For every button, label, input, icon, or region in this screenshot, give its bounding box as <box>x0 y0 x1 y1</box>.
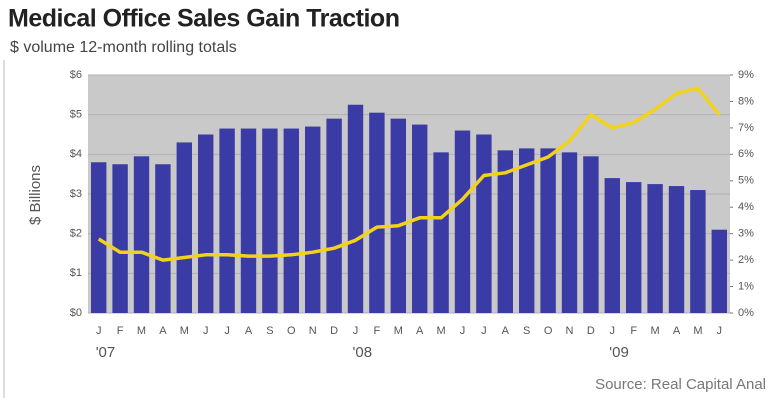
x-tick-label: M <box>137 325 146 337</box>
x-tick-label: J <box>460 325 466 337</box>
bar <box>326 118 342 313</box>
bar <box>668 186 685 313</box>
bar <box>625 182 642 313</box>
x-tick-label: A <box>245 325 253 337</box>
bar <box>197 134 214 313</box>
y-tick-label: $5 <box>70 109 82 121</box>
bar <box>347 104 364 313</box>
bar <box>155 164 171 313</box>
y-tick-label: $2 <box>70 228 82 240</box>
bar <box>518 148 535 313</box>
x-tick-label: J <box>224 325 230 337</box>
bar <box>90 162 107 313</box>
bar <box>561 152 578 313</box>
y2-tick-label: 7% <box>738 122 754 134</box>
x-tick-label: J <box>353 325 359 337</box>
chart-title: Medical Office Sales Gain Traction <box>8 5 399 33</box>
year-label: '08 <box>353 344 373 361</box>
line-series <box>97 86 721 262</box>
bar <box>304 126 321 313</box>
bar <box>583 156 599 313</box>
x-tick-label: S <box>523 325 530 337</box>
y2-tick-label: 0% <box>738 307 754 319</box>
year-label: '09 <box>609 344 629 361</box>
y2-tick-label: 1% <box>738 280 754 292</box>
x-tick-label: J <box>203 325 209 337</box>
x-tick-label: J <box>481 325 487 337</box>
y-tick-label: $0 <box>70 307 82 319</box>
x-tick-label: A <box>502 325 510 337</box>
x-tick-label: J <box>610 325 616 337</box>
bar <box>540 148 556 313</box>
y2-tick-label: 3% <box>738 228 754 240</box>
y-tick-label: $4 <box>70 148 82 160</box>
bar <box>369 112 385 313</box>
chart-subtitle: $ volume 12-month rolling totals <box>10 39 237 56</box>
x-tick-label: O <box>544 325 553 337</box>
x-tick-label: N <box>566 325 574 337</box>
bar <box>283 128 300 313</box>
x-tick-label: A <box>673 325 681 337</box>
bar <box>112 164 128 313</box>
year-label: '07 <box>96 344 116 361</box>
bar <box>176 142 193 313</box>
bar <box>454 130 471 313</box>
x-tick-label: D <box>587 325 595 337</box>
x-tick-label: A <box>416 325 424 337</box>
x-tick-label: M <box>437 325 446 337</box>
y-tick-label: $3 <box>70 188 82 200</box>
x-tick-label: J <box>717 325 723 337</box>
bar <box>647 184 663 313</box>
x-tick-label: F <box>630 325 637 337</box>
x-tick-label: F <box>117 325 124 337</box>
x-tick-label: D <box>330 325 338 337</box>
y-tick-label: $6 <box>70 69 82 81</box>
bar <box>476 134 492 313</box>
x-tick-label: S <box>266 325 273 337</box>
x-tick-label: J <box>96 325 102 337</box>
bar <box>690 190 706 313</box>
x-tick-label: M <box>693 325 702 337</box>
x-tick-label: M <box>394 325 403 337</box>
y2-tick-label: 8% <box>738 95 754 107</box>
x-tick-label: N <box>309 325 317 337</box>
x-tick-label: A <box>159 325 167 337</box>
y2-tick-label: 9% <box>738 69 754 81</box>
y2-tick-label: 6% <box>738 148 754 160</box>
x-tick-label: M <box>651 325 660 337</box>
x-tick-label: M <box>180 325 189 337</box>
bar <box>133 156 150 313</box>
bar <box>711 229 728 313</box>
y2-tick-label: 2% <box>738 254 754 266</box>
bar <box>497 150 514 313</box>
x-tick-label: O <box>287 325 296 337</box>
bar <box>219 128 235 313</box>
source-note: Source: Real Capital Anal <box>595 376 766 393</box>
y-tick-label: $1 <box>70 267 82 279</box>
y2-tick-label: 5% <box>738 175 754 187</box>
bar <box>240 128 257 313</box>
bar <box>262 128 278 313</box>
bar <box>433 152 449 313</box>
y2-tick-label: 4% <box>738 201 754 213</box>
bar <box>390 118 407 313</box>
bar <box>604 178 621 313</box>
y-axis-label: $ Billions <box>27 165 44 225</box>
x-tick-label: F <box>374 325 381 337</box>
